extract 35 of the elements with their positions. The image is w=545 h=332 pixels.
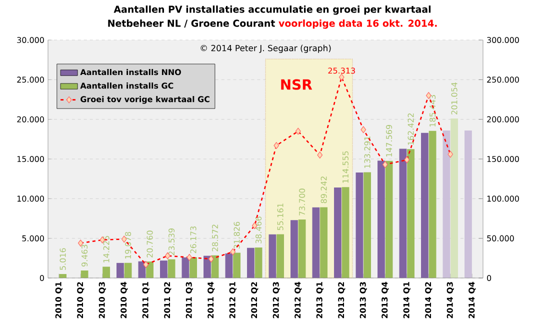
bar: [428, 130, 436, 278]
bar: [116, 262, 124, 278]
chart-title: Aantallen PV installaties accumulatie en groei per kwartaal: [114, 6, 431, 15]
bar: [225, 253, 233, 278]
bar: [233, 252, 240, 278]
band-label: NSR: [281, 79, 312, 90]
bar: [168, 259, 176, 278]
bar: [378, 160, 385, 278]
bar: [298, 220, 306, 278]
bar: [421, 132, 428, 278]
bar: [399, 148, 407, 278]
bar: [247, 248, 254, 278]
bar: [442, 130, 450, 278]
bar: [276, 234, 284, 278]
bar: [450, 118, 458, 278]
bar: [342, 187, 350, 278]
bar: [407, 149, 414, 278]
bar: [320, 207, 328, 278]
annotation: © 2014 Peter J. Segaar (graph): [200, 44, 331, 53]
bar: [290, 220, 298, 278]
bar: [356, 172, 364, 278]
bar: [102, 266, 110, 278]
bar: [312, 207, 320, 278]
bar: [464, 130, 472, 278]
bar: [160, 260, 168, 278]
bar: [124, 262, 132, 278]
text: voorlopige data 16 okt. 2014.: [278, 20, 437, 29]
bar: [190, 257, 197, 278]
bar: [334, 188, 342, 278]
bar: [364, 172, 371, 278]
bar: [204, 256, 211, 278]
bar: [385, 160, 393, 278]
bar: [268, 234, 276, 278]
chart-subtitle: Netbeheer NL / Groene Courant: [108, 20, 275, 28]
bar: [254, 247, 262, 278]
